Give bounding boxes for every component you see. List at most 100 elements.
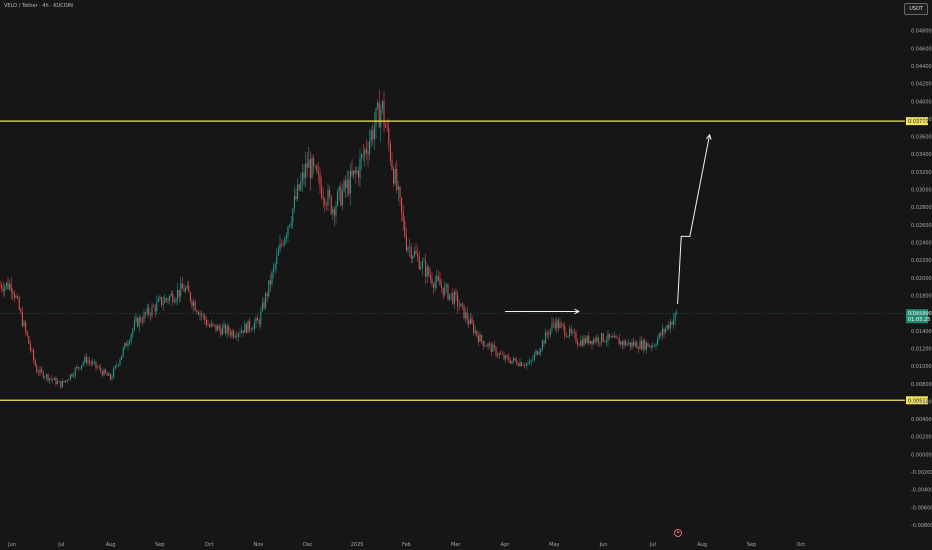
x-tick-label: Sep bbox=[155, 542, 164, 548]
candle bbox=[199, 311, 201, 321]
candle bbox=[671, 321, 673, 326]
candle bbox=[386, 120, 388, 132]
candle bbox=[271, 270, 273, 288]
candle bbox=[167, 297, 169, 305]
candle bbox=[506, 353, 508, 360]
candle bbox=[586, 334, 588, 345]
candle bbox=[370, 126, 372, 148]
candle bbox=[85, 352, 87, 366]
candle bbox=[345, 175, 347, 198]
candle bbox=[641, 336, 643, 351]
candle bbox=[570, 325, 572, 336]
candle bbox=[125, 341, 127, 347]
candle bbox=[97, 364, 99, 370]
candle bbox=[468, 315, 470, 329]
candle bbox=[7, 277, 9, 291]
candle bbox=[514, 357, 516, 362]
candle bbox=[673, 313, 675, 329]
support-price-tag bbox=[906, 396, 928, 405]
candle bbox=[53, 376, 55, 381]
candle bbox=[636, 340, 638, 349]
candle bbox=[484, 340, 486, 347]
candle bbox=[226, 322, 228, 339]
candle bbox=[399, 185, 401, 206]
candle bbox=[537, 350, 539, 356]
candle bbox=[325, 201, 327, 211]
candle bbox=[229, 327, 231, 339]
candle bbox=[633, 337, 635, 348]
candle bbox=[404, 215, 406, 239]
candle bbox=[37, 369, 39, 377]
candle bbox=[561, 321, 563, 328]
candle bbox=[481, 334, 483, 345]
candle bbox=[578, 342, 580, 346]
x-tick-label: Oct bbox=[796, 542, 805, 548]
candle bbox=[439, 272, 441, 286]
candle bbox=[333, 206, 335, 227]
candle bbox=[81, 365, 83, 372]
candle bbox=[337, 188, 339, 208]
candle bbox=[10, 276, 12, 300]
candle bbox=[252, 326, 254, 330]
candle bbox=[407, 245, 409, 254]
candle bbox=[119, 358, 121, 367]
candle bbox=[556, 317, 558, 334]
candle bbox=[380, 104, 382, 143]
candle bbox=[201, 310, 203, 321]
candle bbox=[73, 372, 75, 379]
candle bbox=[148, 304, 150, 318]
candle bbox=[567, 335, 569, 339]
currency-button[interactable]: USDT bbox=[904, 3, 928, 15]
candle bbox=[607, 330, 609, 346]
candle bbox=[445, 283, 447, 293]
current-price-label: 0.015990 bbox=[908, 311, 932, 317]
candle bbox=[68, 378, 70, 381]
candle bbox=[394, 163, 396, 186]
candle bbox=[284, 236, 286, 247]
candle bbox=[349, 163, 351, 206]
candle bbox=[202, 312, 204, 320]
candle bbox=[87, 356, 89, 366]
candle bbox=[231, 329, 233, 339]
candle bbox=[247, 320, 249, 333]
arrow-annotation bbox=[677, 133, 712, 304]
candle bbox=[57, 378, 59, 385]
chart-title: VELO / Tether · 4h · KUCOIN bbox=[4, 3, 73, 9]
candle bbox=[348, 170, 350, 197]
candle bbox=[277, 245, 279, 256]
candle bbox=[55, 375, 57, 387]
candle bbox=[405, 228, 407, 253]
candle bbox=[319, 167, 321, 194]
candle bbox=[365, 139, 367, 161]
candle bbox=[28, 335, 30, 344]
candle bbox=[401, 197, 403, 222]
candle bbox=[25, 319, 27, 336]
candle bbox=[161, 296, 163, 308]
candle bbox=[626, 342, 628, 346]
candle bbox=[577, 338, 579, 349]
candle bbox=[583, 334, 585, 347]
candle bbox=[58, 380, 60, 382]
candle bbox=[103, 367, 105, 376]
candle bbox=[305, 151, 307, 188]
candle bbox=[20, 307, 22, 315]
candle bbox=[220, 324, 222, 338]
candle bbox=[156, 295, 158, 315]
candle bbox=[476, 330, 478, 338]
candle bbox=[172, 290, 174, 306]
candle bbox=[111, 374, 113, 381]
candle bbox=[257, 313, 259, 321]
flag-icon[interactable]: ⚑ bbox=[674, 529, 682, 537]
support-price-label: 0.006128 bbox=[908, 398, 932, 404]
candle bbox=[31, 348, 33, 353]
candle bbox=[397, 181, 399, 202]
candle bbox=[549, 328, 551, 338]
